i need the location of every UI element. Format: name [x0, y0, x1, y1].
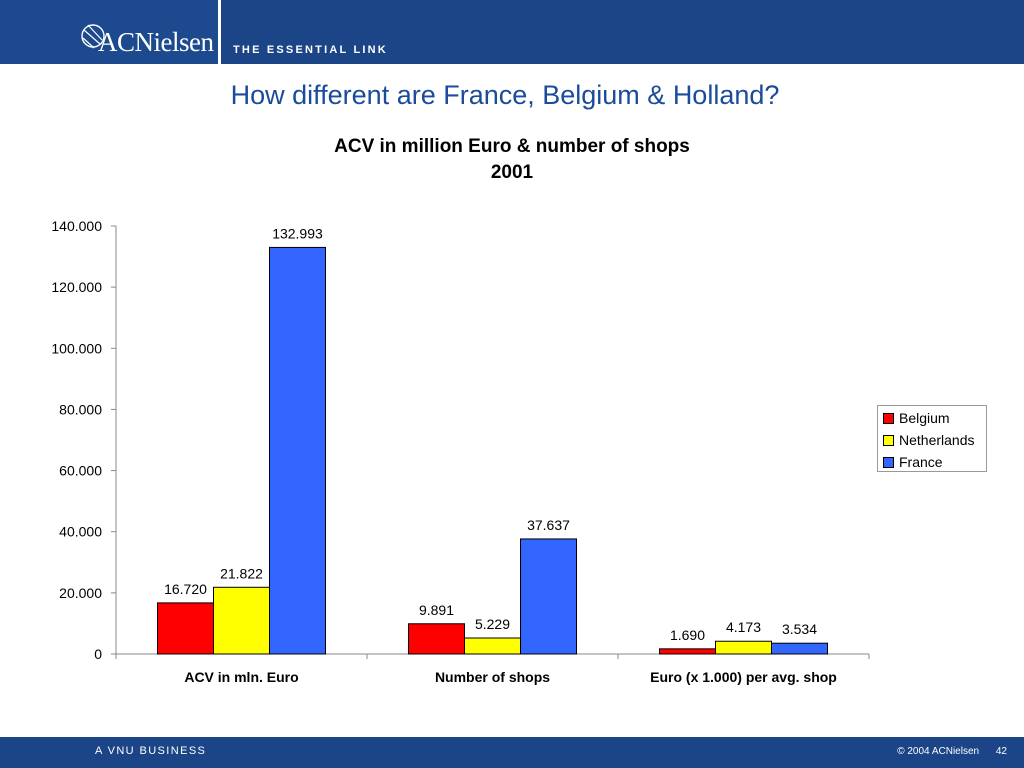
slide-title: How different are France, Belgium & Holl…: [230, 80, 780, 110]
data-label: 21.822: [220, 565, 263, 581]
data-label: 16.720: [164, 581, 207, 597]
bar-netherlands: [464, 637, 521, 655]
page-number: 42: [995, 746, 1007, 757]
legend-label-belgium: Belgium: [899, 410, 950, 426]
data-label: 1.690: [670, 627, 705, 643]
globe-icon: [81, 24, 105, 49]
legend-item-netherlands: Netherlands: [883, 430, 975, 450]
legend-item-belgium: Belgium: [883, 408, 950, 428]
data-label: 37.637: [527, 517, 570, 533]
data-label: 5.229: [475, 616, 510, 632]
y-tick-label: 20.000: [59, 585, 102, 601]
legend-label-france: France: [899, 454, 943, 470]
footer-business: A VNU BUSINESS: [95, 745, 207, 757]
bar-belgium: [157, 602, 214, 655]
logo[interactable]: ACNielsen: [0, 0, 221, 64]
bar-netherlands: [715, 640, 772, 655]
chart-title: ACV in million Euro & number of shops: [334, 136, 690, 157]
footer-bar: A VNU BUSINESS © 2004 ACNielsen 42: [0, 737, 1024, 768]
data-label: 3.534: [782, 621, 817, 637]
bar-belgium: [659, 648, 716, 655]
bar-belgium: [408, 623, 465, 655]
data-label: 9.891: [419, 602, 454, 618]
y-tick-label: 120.000: [51, 279, 102, 295]
bar-france: [771, 642, 828, 655]
x-category-label: Euro (x 1.000) per avg. shop: [650, 669, 837, 685]
chart-legend: Belgium Netherlands France: [877, 405, 987, 472]
header-bar: ACNielsen THE ESSENTIAL LINK: [0, 0, 1024, 64]
x-category-label: ACV in mln. Euro: [184, 669, 298, 685]
legend-item-france: France: [883, 452, 943, 472]
legend-swatch-belgium: [883, 412, 894, 424]
footer-copyright: © 2004 ACNielsen: [897, 746, 980, 757]
chart-subtitle: 2001: [490, 162, 534, 183]
legend-label-netherlands: Netherlands: [899, 432, 975, 448]
tagline: THE ESSENTIAL LINK: [233, 44, 388, 56]
y-tick-label: 40.000: [59, 524, 102, 540]
y-tick-label: 0: [94, 646, 102, 662]
bar-france: [520, 538, 577, 655]
x-category-label: Number of shops: [435, 669, 550, 685]
data-label: 4.173: [726, 619, 761, 635]
legend-swatch-france: [883, 456, 894, 468]
bar-chart: 0 20.000 40.000 60.000 80.000 100.000 120.000 1…: [51, 218, 870, 685]
bar-france: [269, 246, 326, 655]
y-tick-label: 100.000: [51, 340, 102, 356]
data-label: 132.993: [272, 225, 323, 241]
y-tick-label: 80.000: [59, 401, 102, 417]
legend-swatch-netherlands: [883, 434, 894, 446]
footer-right: © 2004 ACNielsen 42: [883, 746, 1007, 757]
y-tick-label: 140.000: [51, 218, 102, 234]
chart-title-block: ACV in million Euro & number of shops 20…: [0, 134, 1024, 186]
y-tick-label: 60.000: [59, 463, 102, 479]
bar-netherlands: [213, 586, 270, 655]
logo-text: ACNielsen: [98, 27, 214, 57]
